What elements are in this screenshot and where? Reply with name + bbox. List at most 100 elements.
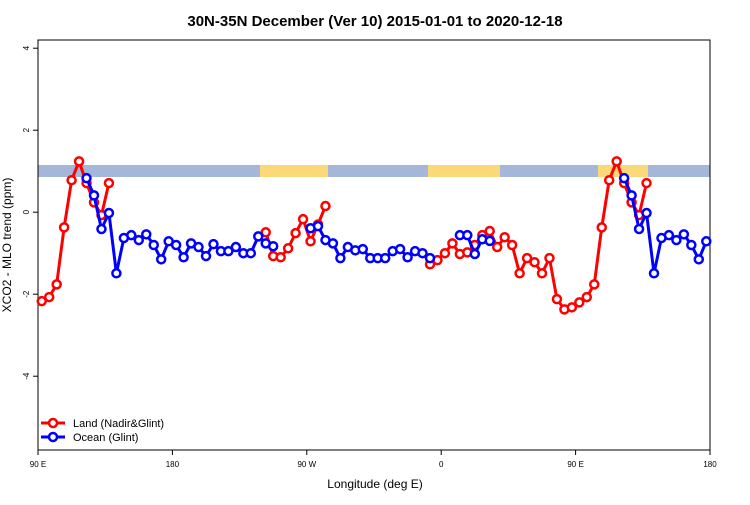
data-point xyxy=(439,247,451,259)
data-point xyxy=(491,241,503,253)
data-point xyxy=(327,238,339,249)
data-point xyxy=(88,190,100,201)
data-point xyxy=(357,243,369,255)
data-point xyxy=(223,245,234,257)
data-point xyxy=(574,297,585,308)
data-point xyxy=(148,239,159,251)
y-tick-label: -2 xyxy=(22,290,31,298)
data-point xyxy=(170,239,182,251)
data-point xyxy=(641,177,652,189)
data-point xyxy=(290,227,301,239)
data-point xyxy=(618,172,630,184)
data-point xyxy=(155,254,167,265)
data-point xyxy=(693,254,705,265)
data-point xyxy=(641,207,652,219)
data-point xyxy=(514,268,525,279)
y-tick-label: 2 xyxy=(22,127,31,132)
x-tick-label: 90 W xyxy=(297,460,316,469)
data-point xyxy=(133,234,145,246)
legend-marker xyxy=(47,417,59,429)
y-tick-label: -4 xyxy=(22,372,31,380)
data-point xyxy=(417,247,428,259)
land-band xyxy=(260,165,328,177)
data-point xyxy=(58,222,70,233)
data-point xyxy=(245,247,257,259)
data-point xyxy=(51,279,62,290)
data-point xyxy=(701,236,712,247)
data-point xyxy=(484,235,495,247)
data-point xyxy=(253,231,264,242)
data-point xyxy=(544,252,555,264)
data-point xyxy=(529,256,540,268)
data-point xyxy=(103,207,115,219)
data-point xyxy=(193,241,204,253)
data-point xyxy=(603,174,615,186)
legend-label: Land (Nadir&Glint) xyxy=(73,418,164,430)
data-point xyxy=(260,227,271,238)
data-point xyxy=(626,190,637,201)
land-band xyxy=(428,165,500,177)
data-point xyxy=(126,229,137,241)
y-axis-label: XCO2 - MLO trend (ppm) xyxy=(0,178,14,313)
data-point xyxy=(96,223,107,235)
data-point xyxy=(663,229,675,241)
data-point xyxy=(589,279,600,290)
ocean-band xyxy=(38,165,710,177)
data-point xyxy=(111,268,122,279)
data-point xyxy=(484,225,495,237)
data-point xyxy=(596,222,607,233)
y-tick-label: 0 xyxy=(22,209,31,214)
data-point xyxy=(66,174,77,186)
data-point xyxy=(267,240,279,252)
data-point xyxy=(141,229,152,240)
data-point xyxy=(581,291,593,303)
data-point xyxy=(671,234,682,246)
data-point xyxy=(305,236,316,247)
data-point xyxy=(312,220,324,232)
data-point xyxy=(320,200,331,212)
data-point xyxy=(686,239,697,251)
data-point xyxy=(462,229,473,241)
data-point xyxy=(648,268,660,279)
data-point xyxy=(394,243,406,255)
data-point xyxy=(551,293,563,305)
data-point xyxy=(424,252,436,264)
legend-label: Ocean (Glint) xyxy=(73,432,138,444)
data-point xyxy=(506,239,518,251)
data-point xyxy=(36,295,47,307)
data-point xyxy=(200,250,212,262)
x-tick-label: 180 xyxy=(166,460,180,469)
chart-title: 30N-35N December (Ver 10) 2015-01-01 to … xyxy=(187,13,562,30)
data-point xyxy=(402,252,413,263)
data-point xyxy=(611,156,622,167)
data-point xyxy=(275,252,286,263)
x-tick-label: 90 E xyxy=(30,460,46,469)
x-axis-label: Longitude (deg E) xyxy=(327,477,422,491)
data-point xyxy=(208,238,219,250)
x-tick-label: 90 E xyxy=(567,460,583,469)
legend-marker xyxy=(47,431,59,443)
surface-band xyxy=(38,165,710,177)
y-tick-label: 4 xyxy=(22,45,31,50)
data-point xyxy=(633,223,645,235)
data-point xyxy=(73,156,85,167)
data-point xyxy=(230,241,242,253)
data-point xyxy=(521,252,533,264)
data-point xyxy=(178,252,189,263)
data-point xyxy=(499,231,510,243)
data-point xyxy=(81,172,92,184)
data-point xyxy=(536,268,548,279)
data-point xyxy=(447,238,458,249)
data-point xyxy=(469,248,481,260)
x-tick-label: 0 xyxy=(439,460,444,469)
data-point xyxy=(43,291,55,303)
data-point xyxy=(335,252,346,264)
data-point xyxy=(566,302,578,313)
data-point xyxy=(282,243,294,254)
data-point xyxy=(678,229,690,240)
data-point xyxy=(379,252,391,264)
x-tick-label: 180 xyxy=(703,460,717,469)
data-point xyxy=(103,177,115,189)
data-point xyxy=(297,213,309,225)
